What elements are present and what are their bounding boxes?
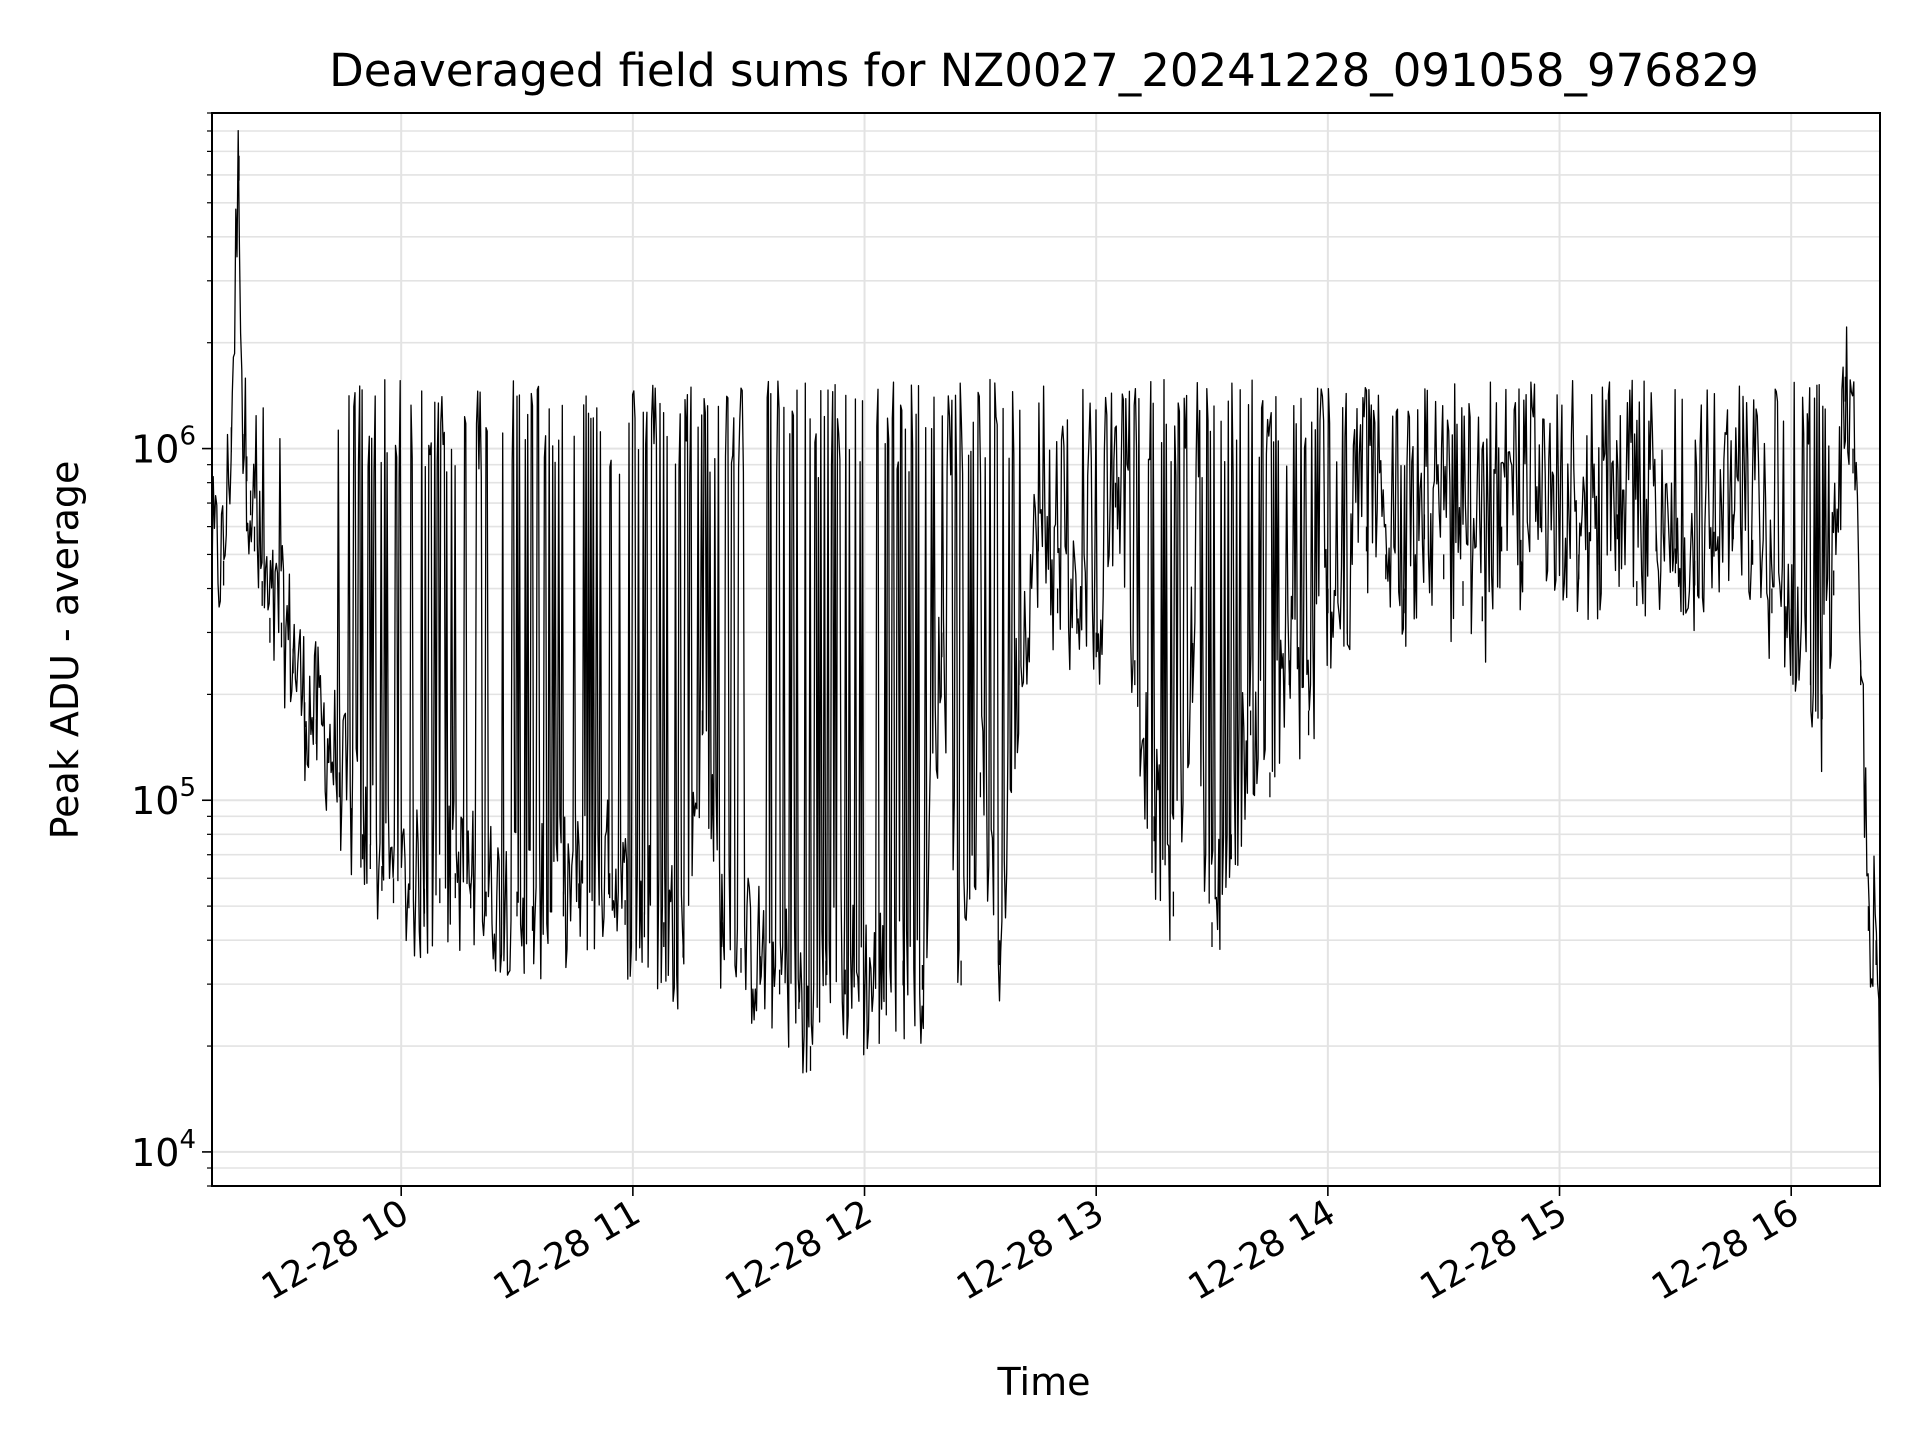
y-tick-exponent: 4	[179, 1125, 196, 1155]
y-tick-label: 104	[131, 1125, 196, 1175]
y-tick-exponent: 5	[179, 773, 196, 803]
y-tick-base: 10	[131, 428, 179, 472]
data-series-line	[212, 129, 1880, 1149]
y-tick-label: 105	[131, 773, 196, 823]
y-tick-label: 106	[131, 422, 196, 472]
y-tick-base: 10	[131, 1131, 179, 1175]
chart-title: Deaveraged field sums for NZ0027_2024122…	[329, 44, 1759, 97]
y-axis-label: Peak ADU - average	[43, 461, 87, 840]
y-tick-exponent: 6	[179, 422, 196, 452]
data-layer	[212, 129, 1880, 1149]
x-axis-label: Time	[997, 1360, 1091, 1404]
plot-frame	[211, 112, 1881, 1187]
y-tick-base: 10	[131, 779, 179, 823]
